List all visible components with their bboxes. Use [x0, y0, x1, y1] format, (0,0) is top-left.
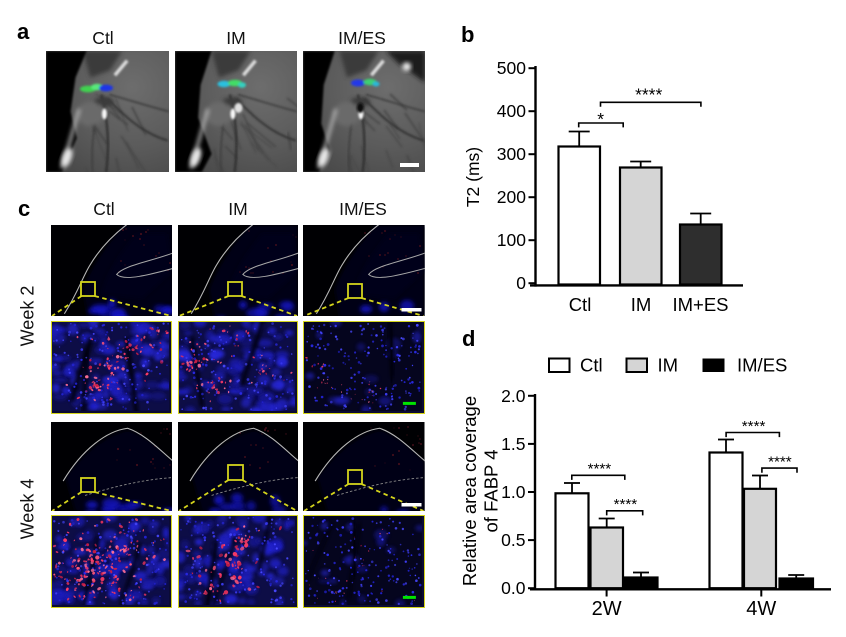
svg-text:100: 100 — [497, 230, 526, 250]
svg-text:****: **** — [635, 85, 662, 105]
svg-text:2.0: 2.0 — [501, 386, 526, 406]
svg-text:0: 0 — [516, 273, 526, 293]
svg-text:2W: 2W — [592, 598, 622, 620]
svg-text:****: **** — [768, 453, 792, 470]
svg-text:200: 200 — [497, 187, 526, 207]
svg-text:****: **** — [742, 418, 766, 435]
svg-text:IM/ES: IM/ES — [737, 355, 787, 376]
svg-text:1.0: 1.0 — [501, 482, 526, 502]
svg-text:IM: IM — [658, 355, 679, 376]
svg-text:400: 400 — [497, 101, 526, 121]
svg-text:Ctl: Ctl — [569, 294, 592, 315]
svg-text:IM+ES: IM+ES — [672, 294, 728, 315]
svg-text:****: **** — [588, 460, 612, 477]
svg-text:0.5: 0.5 — [501, 530, 525, 550]
svg-text:300: 300 — [497, 144, 526, 164]
svg-text:500: 500 — [497, 58, 526, 78]
svg-text:IM: IM — [631, 294, 652, 315]
svg-text:T2 (ms): T2 (ms) — [463, 147, 483, 207]
svg-text:*: * — [597, 109, 604, 129]
svg-text:****: **** — [614, 496, 638, 513]
svg-text:Relative area coverageof FABP: Relative area coverageof FABP 4 — [459, 396, 502, 586]
svg-text:0.0: 0.0 — [501, 578, 526, 598]
svg-text:4W: 4W — [746, 598, 776, 620]
svg-text:1.5: 1.5 — [501, 434, 525, 454]
svg-text:Ctl: Ctl — [580, 355, 603, 376]
